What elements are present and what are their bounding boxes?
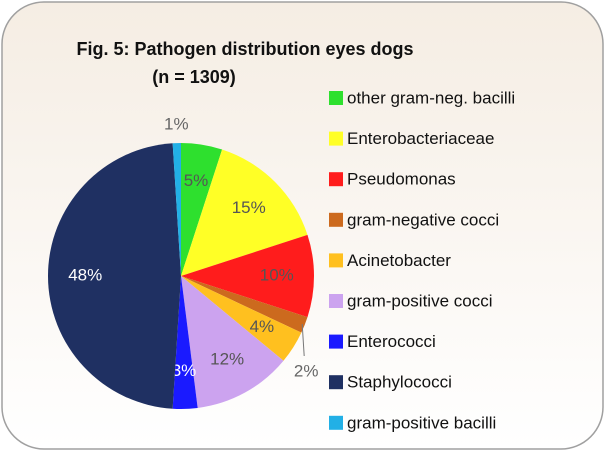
pie-slice bbox=[181, 276, 302, 361]
legend-label: Acinetobacter bbox=[347, 251, 451, 270]
legend-swatch bbox=[329, 334, 343, 349]
legend-label: Staphylococci bbox=[347, 373, 452, 392]
pie-slice bbox=[172, 276, 198, 409]
data-label: 12% bbox=[210, 349, 244, 368]
legend-label: gram-negative cocci bbox=[347, 210, 499, 229]
chart-title: Fig. 5: Pathogen distribution eyes dogs bbox=[76, 39, 413, 59]
data-label: 1% bbox=[164, 115, 189, 134]
legend-swatch bbox=[329, 212, 343, 227]
data-label: 48% bbox=[68, 265, 102, 284]
pie-slice bbox=[181, 276, 308, 333]
legend-swatch bbox=[329, 91, 343, 105]
pie-slice bbox=[181, 234, 314, 318]
legend-swatch bbox=[329, 294, 343, 308]
pie-slice bbox=[172, 143, 181, 276]
data-label: 4% bbox=[250, 317, 275, 336]
data-label: 3% bbox=[172, 361, 197, 380]
pie-slice bbox=[181, 149, 308, 276]
legend-label: other gram-neg. bacilli bbox=[347, 88, 515, 107]
legend-label: gram-positive cocci bbox=[347, 291, 493, 310]
data-label: 5% bbox=[184, 171, 209, 190]
data-label: 15% bbox=[232, 198, 266, 217]
legend-label: Pseudomonas bbox=[347, 170, 456, 189]
pie-slice bbox=[181, 276, 284, 408]
data-label: 2% bbox=[294, 361, 319, 380]
legend-swatch bbox=[329, 131, 343, 146]
chart-subtitle: (n = 1309) bbox=[152, 67, 236, 87]
data-label: 10% bbox=[260, 265, 294, 284]
legend-swatch bbox=[329, 415, 343, 430]
leader-line bbox=[301, 323, 305, 357]
legend-swatch bbox=[329, 253, 343, 268]
legend-swatch bbox=[329, 375, 343, 390]
legend-label: Enterobacteriaceae bbox=[347, 129, 494, 148]
pie-slice bbox=[181, 143, 223, 276]
legend-label: gram-positive bacilli bbox=[347, 413, 496, 432]
legend-swatch bbox=[329, 172, 343, 187]
pie-slice bbox=[47, 143, 182, 409]
legend-label: Enterococci bbox=[347, 332, 436, 351]
